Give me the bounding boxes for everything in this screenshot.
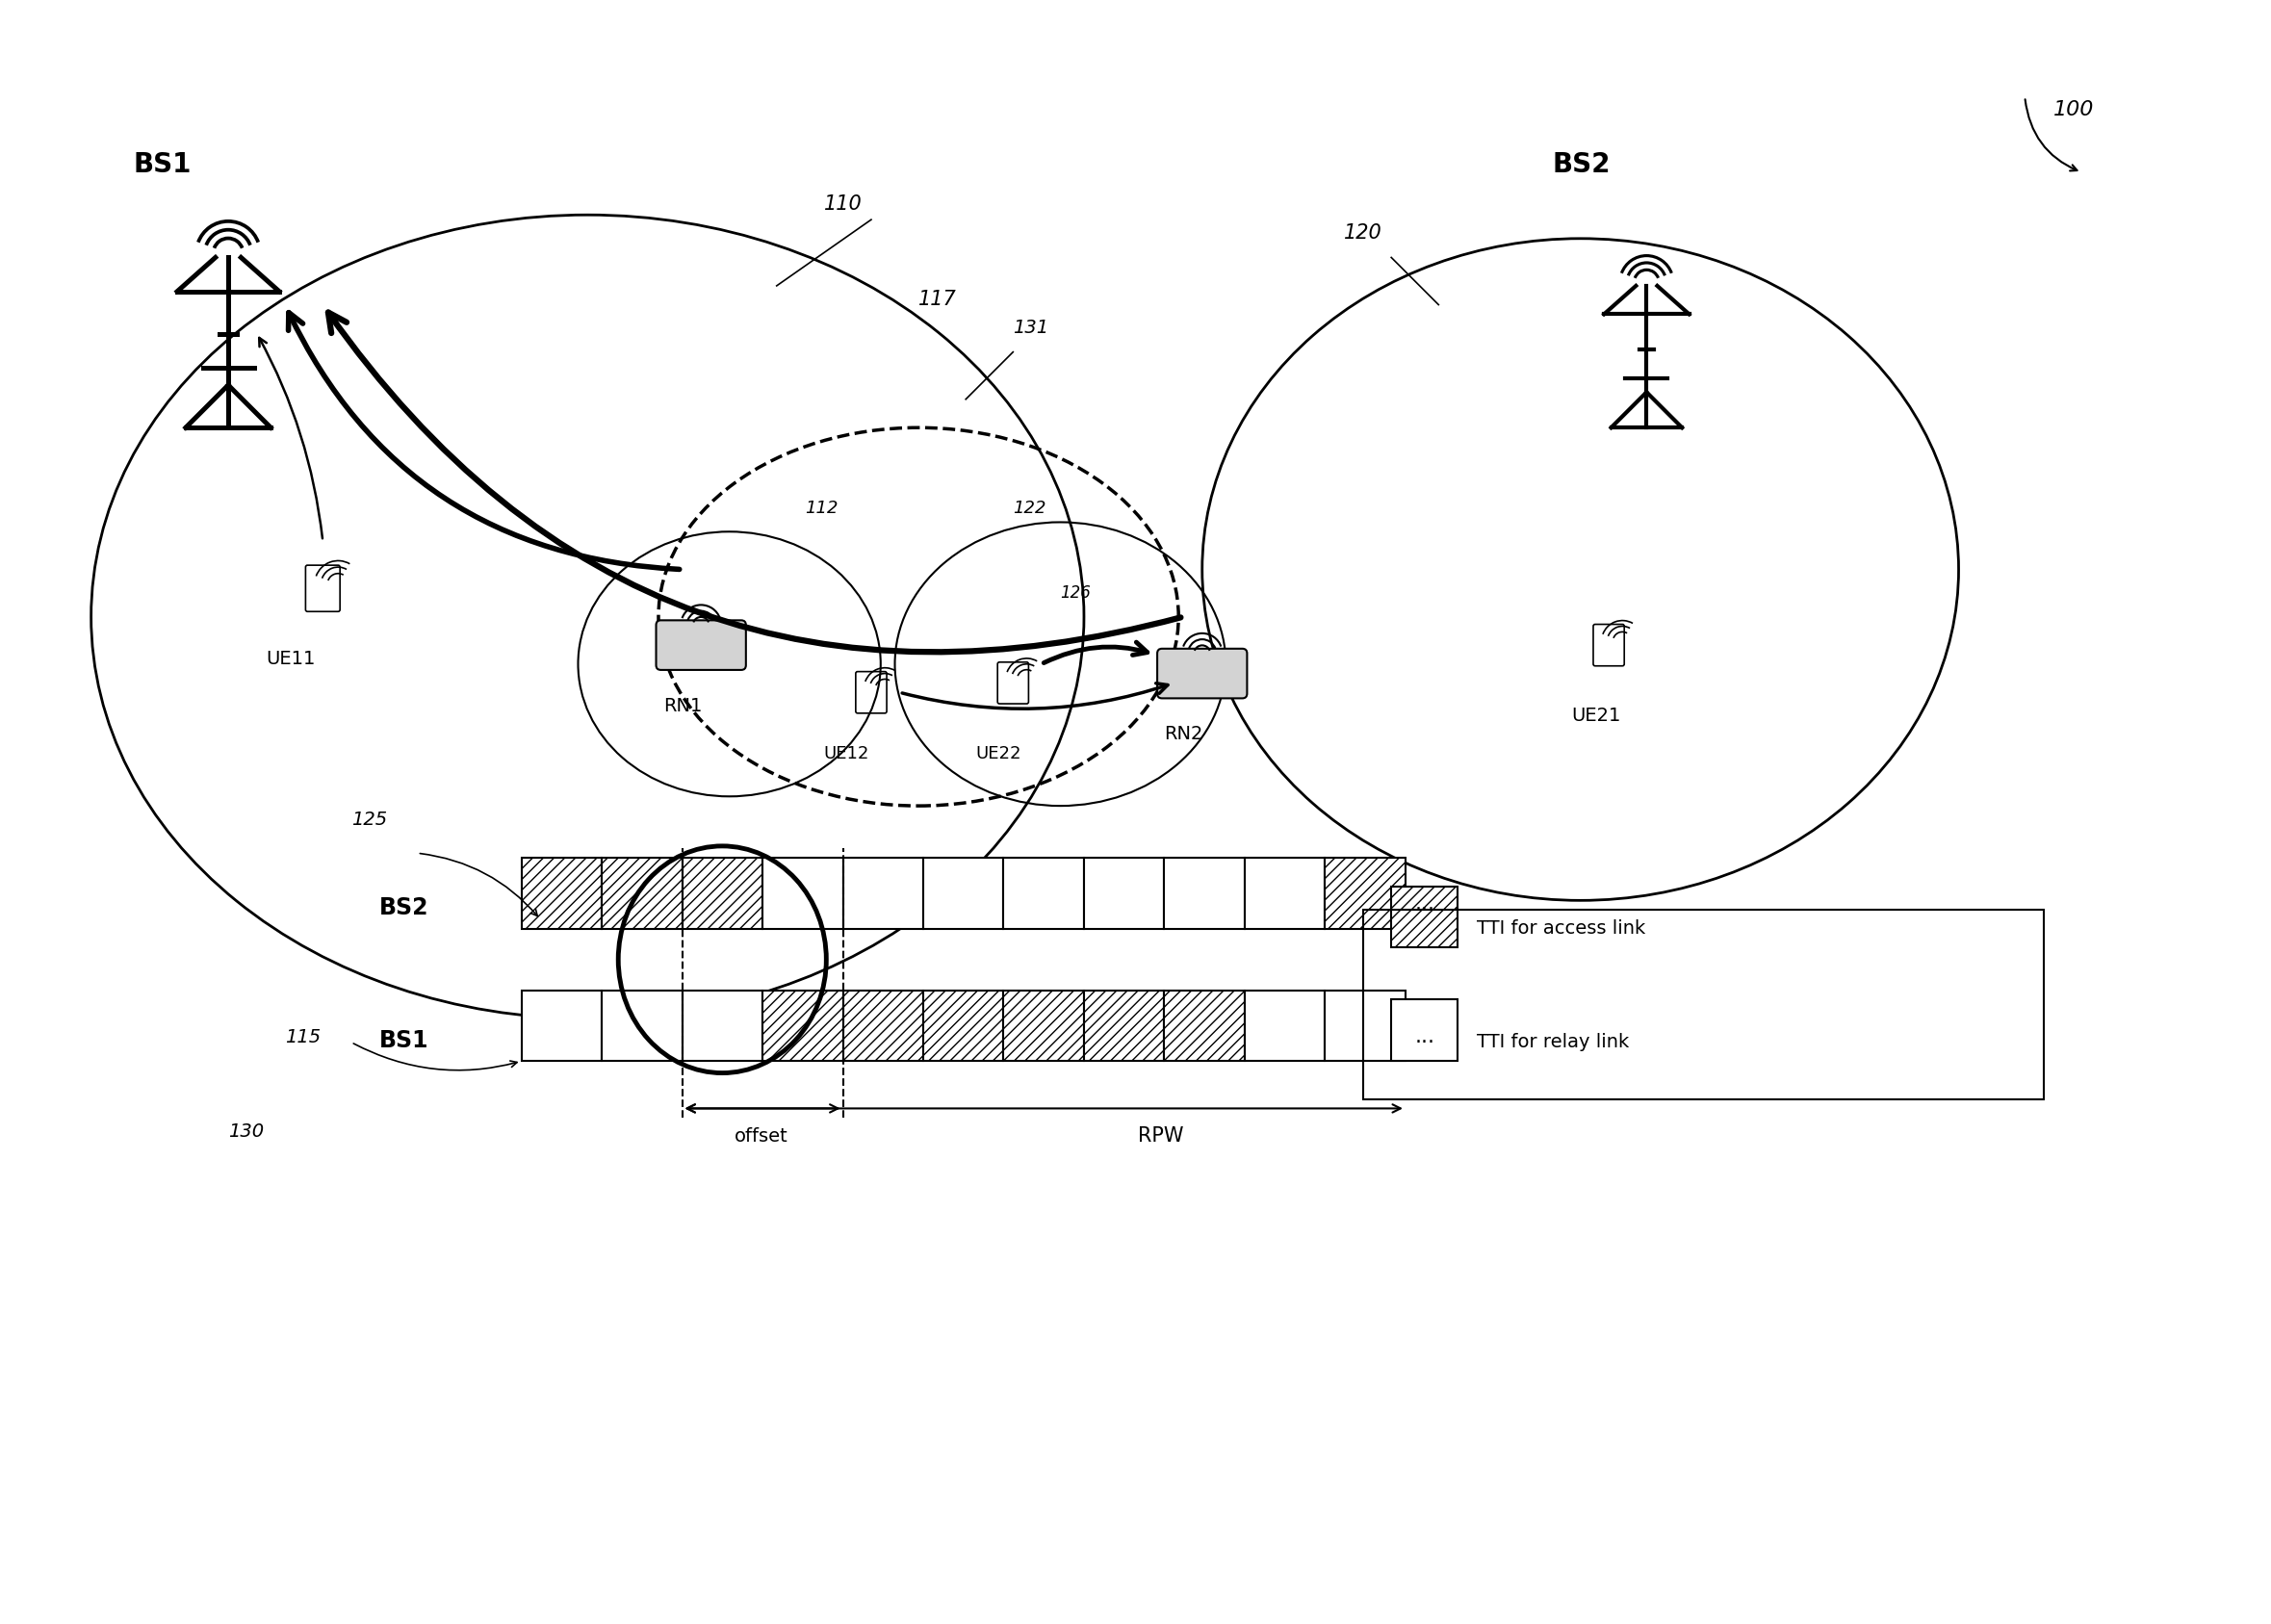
- FancyBboxPatch shape: [1158, 648, 1247, 698]
- Bar: [1004, 857, 1083, 929]
- Text: 122: 122: [1013, 499, 1047, 516]
- Bar: [843, 857, 924, 929]
- Text: 100: 100: [2053, 101, 2094, 120]
- Bar: [1324, 857, 1406, 929]
- Text: 117: 117: [917, 289, 956, 309]
- Bar: [1165, 991, 1245, 1060]
- Text: BS1: BS1: [134, 151, 191, 179]
- Text: 115: 115: [284, 1028, 320, 1046]
- Bar: [1245, 991, 1324, 1060]
- Bar: [602, 857, 681, 929]
- Bar: [924, 857, 1004, 929]
- Text: BS1: BS1: [379, 1028, 429, 1052]
- Text: 112: 112: [804, 499, 838, 516]
- Text: UE22: UE22: [974, 745, 1022, 762]
- Bar: [522, 991, 602, 1060]
- Text: BS2: BS2: [1551, 151, 1610, 179]
- Bar: [681, 857, 763, 929]
- Bar: [1392, 1000, 1458, 1060]
- Text: RN2: RN2: [1165, 726, 1204, 744]
- Text: ...: ...: [1415, 895, 1435, 914]
- Bar: [924, 991, 1004, 1060]
- Bar: [602, 991, 681, 1060]
- Bar: [522, 857, 602, 929]
- Text: 125: 125: [352, 810, 386, 828]
- Text: ...: ...: [1415, 1026, 1435, 1046]
- Bar: [1324, 991, 1406, 1060]
- Bar: [763, 857, 843, 929]
- Text: offset: offset: [734, 1127, 788, 1145]
- Text: TTI for relay link: TTI for relay link: [1476, 1033, 1628, 1051]
- Text: TTI for access link: TTI for access link: [1476, 919, 1644, 937]
- Text: 126: 126: [1061, 585, 1090, 601]
- FancyBboxPatch shape: [656, 620, 745, 671]
- Bar: [1245, 857, 1324, 929]
- Text: 110: 110: [824, 195, 863, 214]
- Text: UE11: UE11: [266, 650, 316, 667]
- Text: UE12: UE12: [824, 745, 870, 762]
- Text: 131: 131: [1013, 318, 1049, 336]
- Text: UE21: UE21: [1572, 706, 1621, 724]
- Bar: [1083, 857, 1165, 929]
- Bar: [1083, 991, 1165, 1060]
- Bar: [843, 991, 924, 1060]
- Text: BS2: BS2: [379, 896, 429, 919]
- Text: 120: 120: [1344, 222, 1383, 242]
- Text: 130: 130: [227, 1122, 263, 1140]
- Bar: [1392, 887, 1458, 948]
- Text: RN1: RN1: [663, 697, 702, 715]
- Bar: [1165, 857, 1245, 929]
- Bar: [763, 991, 843, 1060]
- Bar: [681, 991, 763, 1060]
- Bar: [1004, 991, 1083, 1060]
- Text: RPW: RPW: [1138, 1125, 1183, 1145]
